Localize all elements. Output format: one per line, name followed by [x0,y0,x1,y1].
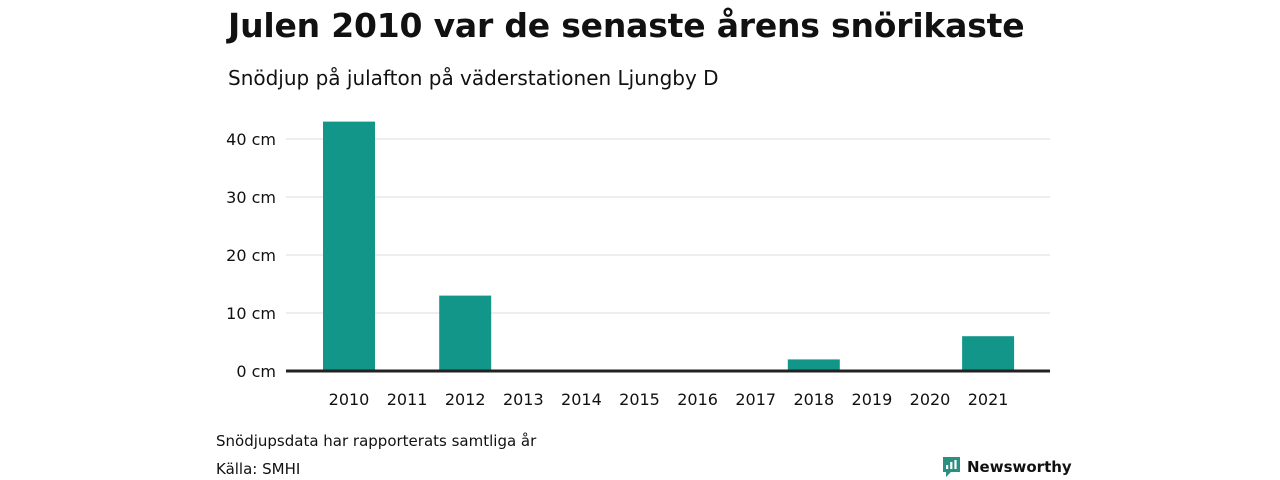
y-tick-label: 40 cm [226,130,276,149]
source-note: Källa: SMHI [216,460,301,478]
y-tick-label: 30 cm [226,188,276,207]
footnote: Snödjupsdata har rapporterats samtliga å… [216,432,537,450]
x-tick-label: 2010 [329,390,370,409]
grid-lines [286,138,1050,314]
x-tick-label: 2014 [561,390,602,409]
y-tick-label: 20 cm [226,246,276,265]
x-tick-label: 2015 [619,390,660,409]
bar-2021 [962,336,1015,371]
x-tick-label: 2021 [968,390,1009,409]
x-tick-label: 2016 [677,390,718,409]
x-axis-tick-labels: 2010 2011 2012 2013 2014 2015 2016 2017 2018 2019… [329,390,1009,409]
x-tick-label: 2020 [910,390,951,409]
y-axis-tick-labels: 0 cm 10 cm 20 cm 30 cm 40 cm [226,130,276,381]
x-tick-label: 2018 [793,390,834,409]
chart-title: Julen 2010 var de senaste årens snörikas… [228,6,1025,45]
brand-logo: Newsworthy [942,456,1072,478]
brand-name: Newsworthy [967,458,1072,476]
x-tick-label: 2013 [503,390,544,409]
bar-2012 [439,295,492,371]
newsworthy-logo-icon [943,457,960,477]
x-tick-label: 2017 [735,390,776,409]
x-tick-label: 2012 [445,390,486,409]
y-tick-label: 10 cm [226,304,276,323]
x-tick-label: 2019 [852,390,893,409]
x-tick-label: 2011 [387,390,428,409]
bars [323,121,1015,371]
y-tick-label: 0 cm [236,362,276,381]
bar-2018 [787,359,840,371]
chart-subtitle: Snödjup på julafton på väderstationen Lj… [228,66,719,90]
bar-2010 [323,121,375,371]
